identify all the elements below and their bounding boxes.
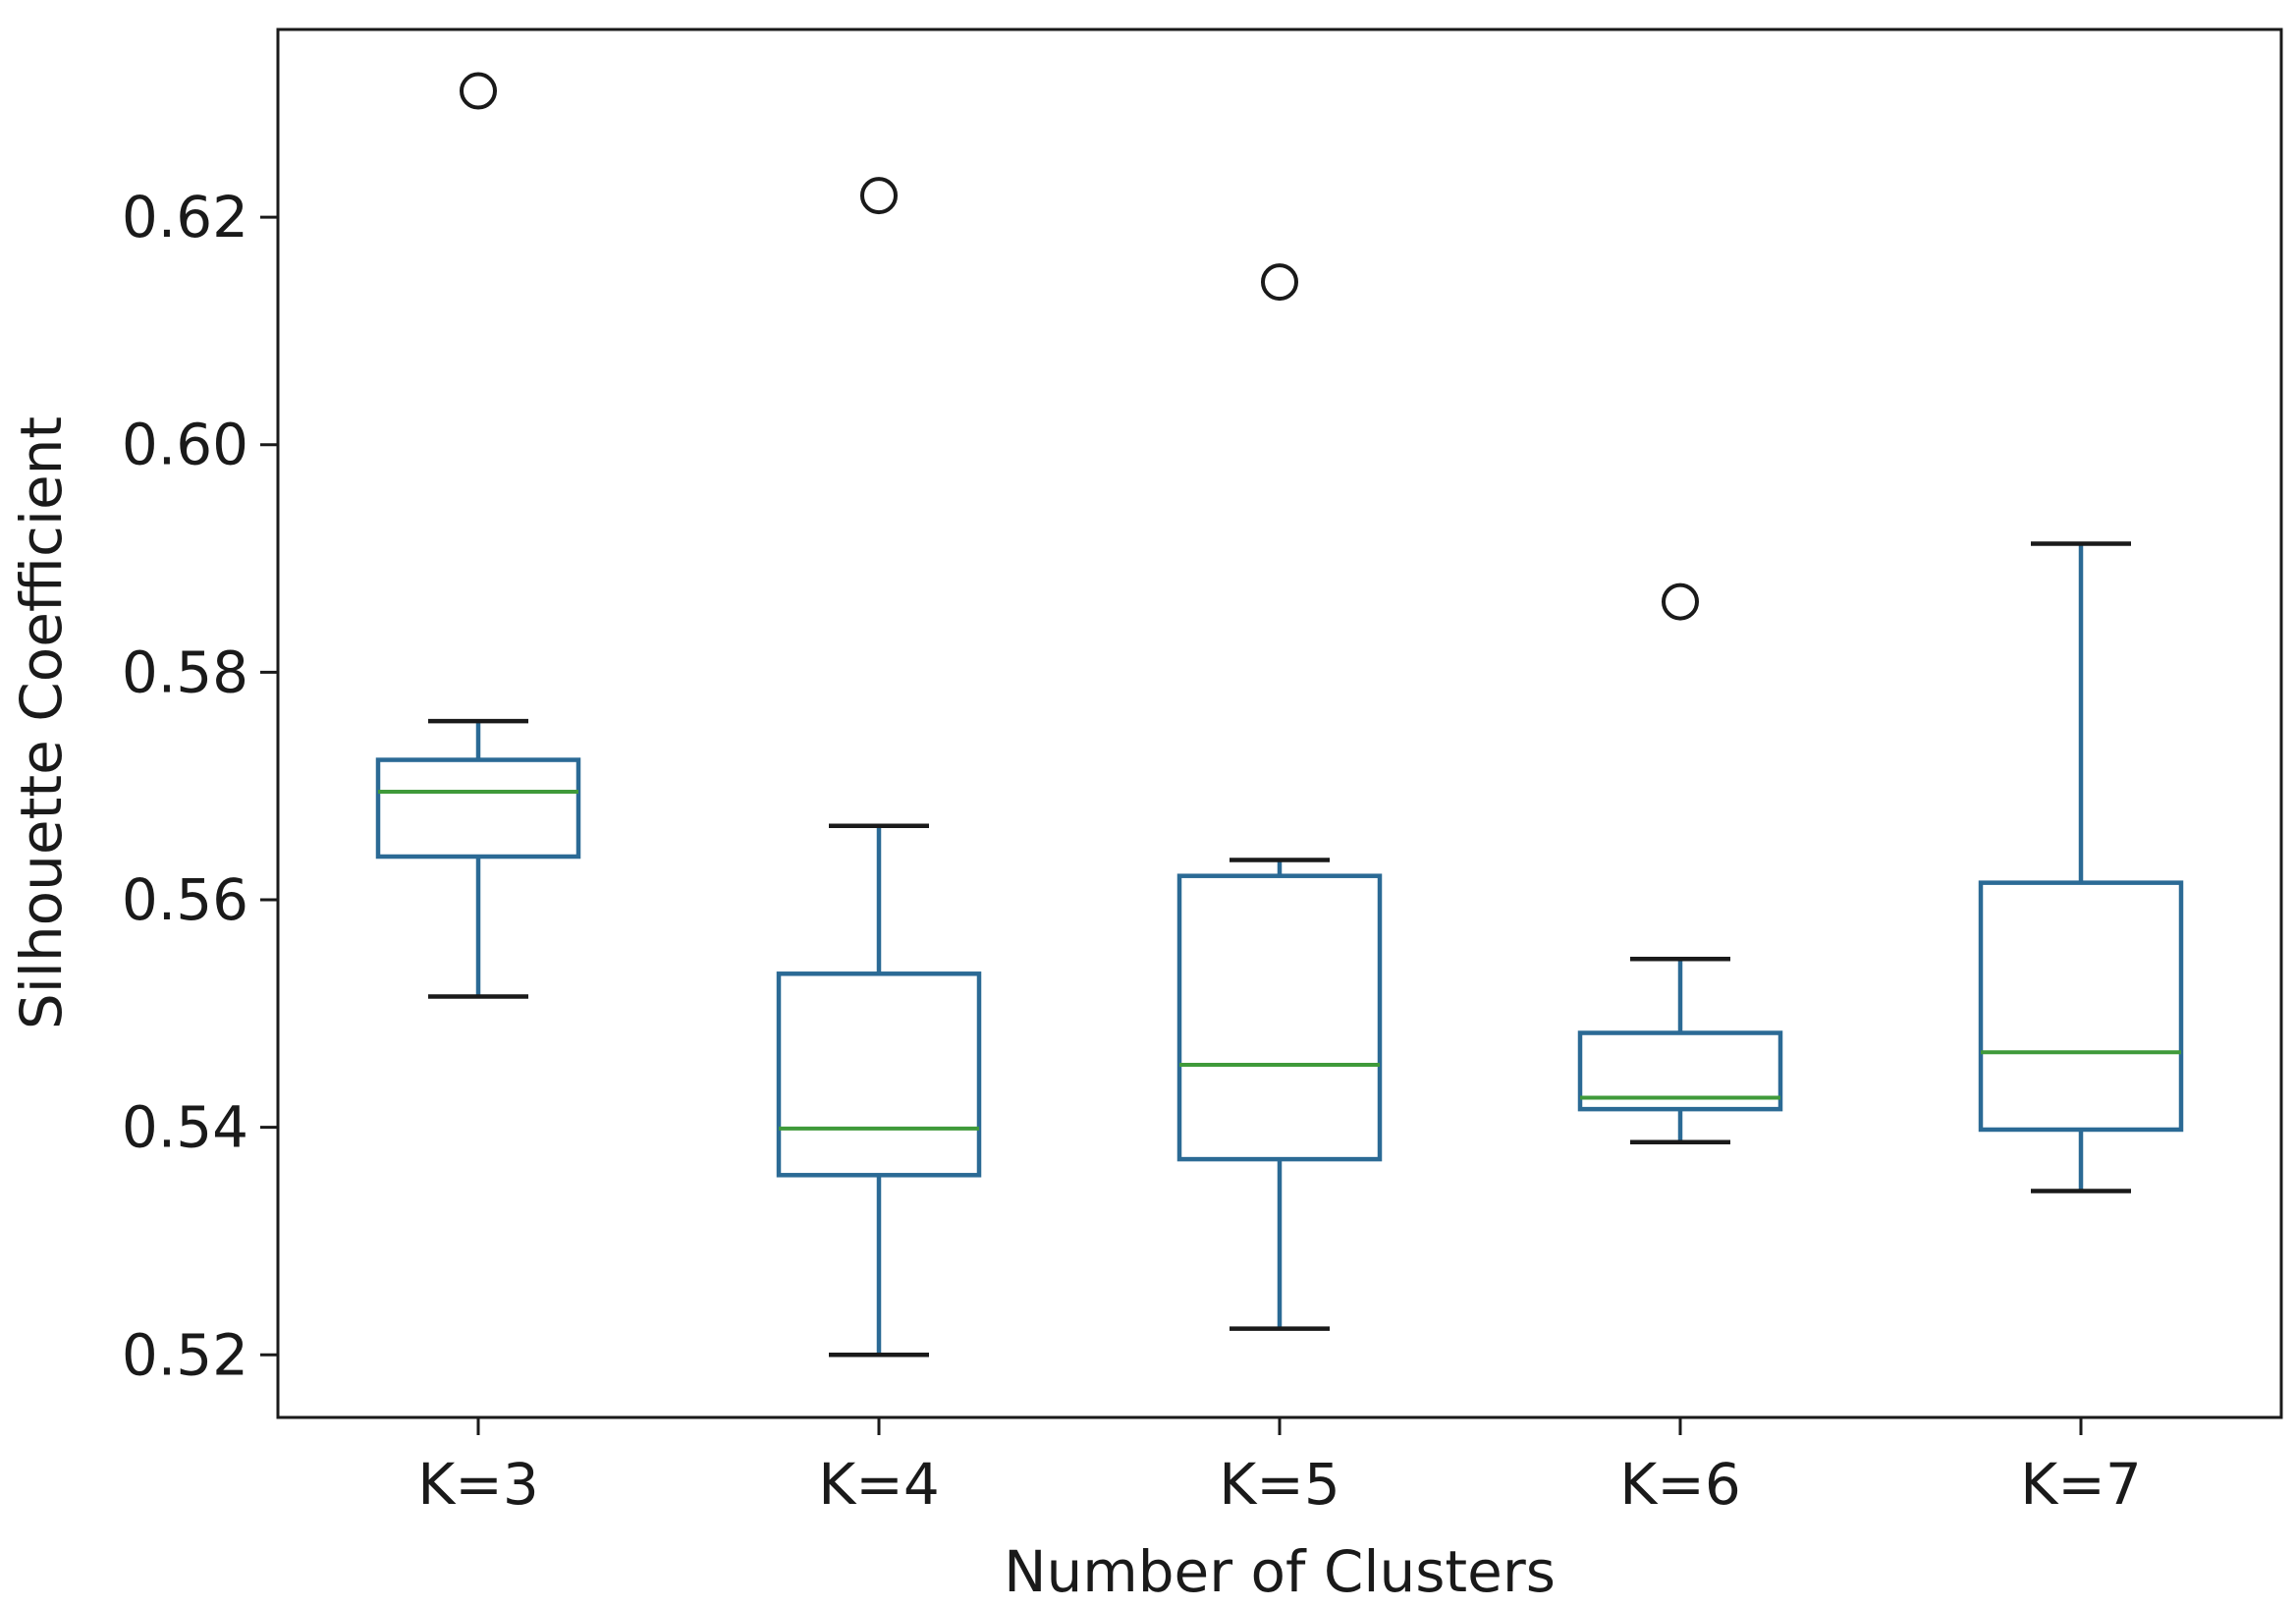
iqr-box (1176, 873, 1383, 1162)
iqr-box (1978, 880, 2184, 1133)
y-tick-label: 0.62 (122, 184, 248, 250)
x-axis-title: Number of Clusters (1004, 1538, 1556, 1605)
y-tick-label: 0.58 (122, 638, 248, 705)
iqr-box (776, 971, 982, 1178)
y-tick-label: 0.56 (122, 866, 248, 933)
x-tick-label: K=3 (417, 1451, 539, 1518)
outlier-point (1261, 263, 1298, 302)
iqr-box (375, 757, 581, 859)
box-group-k7 (1978, 541, 2184, 1193)
y-tick-label: 0.54 (122, 1094, 248, 1161)
y-axis-title: Silhouette Coefficient (8, 416, 75, 1029)
boxes-layer (375, 72, 2184, 1358)
box-group-k5 (1176, 263, 1383, 1331)
y-tick-label: 0.60 (122, 412, 248, 478)
box-group-k6 (1577, 582, 1783, 1144)
y-axis: 0.52 0.54 0.56 0.58 0.60 0.62 (122, 184, 278, 1388)
x-axis: K=3 K=4 K=5 K=6 K=7 (417, 1417, 2142, 1518)
outlier-point (860, 177, 898, 215)
x-tick-label: K=6 (1619, 1451, 1741, 1518)
x-tick-label: K=5 (1219, 1451, 1340, 1518)
y-tick-label: 0.52 (122, 1321, 248, 1388)
box-group-k3 (375, 72, 581, 999)
outlier-point (1662, 582, 1699, 621)
outlier-point (460, 72, 497, 110)
x-tick-label: K=4 (818, 1451, 940, 1518)
box-group-k4 (776, 177, 982, 1358)
x-tick-label: K=7 (2020, 1451, 2142, 1518)
